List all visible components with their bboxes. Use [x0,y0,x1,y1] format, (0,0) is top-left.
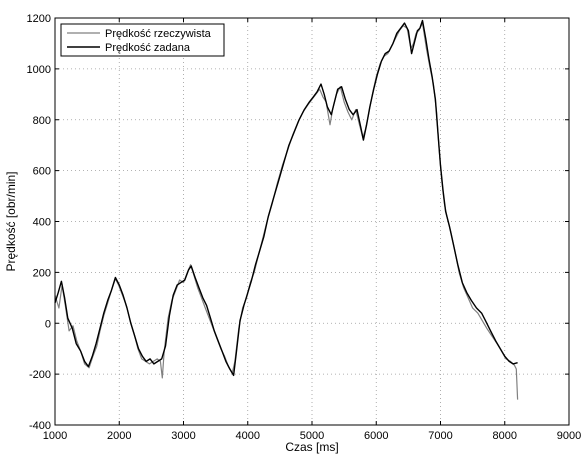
legend-label-series-1: Prędkość zadana [105,42,191,54]
series-line-1 [54,19,518,377]
x-tick-label: 2000 [107,430,131,442]
legend: Prędkość rzeczywista Prędkość zadana [60,23,225,57]
y-tick-label: 0 [45,318,51,330]
grid-lines [55,18,569,425]
y-tick-label: 400 [33,217,51,229]
y-axis-label: Prędkość [obr/min] [4,171,18,271]
x-tick-label: 7000 [428,430,452,442]
x-tick-label: 3000 [171,430,195,442]
y-tick-label: 1000 [27,64,51,76]
y-tick-label: 200 [33,267,51,279]
x-tick-label: 6000 [364,430,388,442]
x-tick-label: 4000 [236,430,260,442]
x-tick-label: 5000 [300,430,324,442]
y-tick-label: 1200 [27,13,51,25]
series-lines [54,19,519,400]
x-axis-label: Czas [ms] [285,440,338,454]
y-tick-label: 600 [33,166,51,178]
axis-ticks: 1000 2000 3000 4000 5000 6000 7000 8000 9000-400… [27,13,582,442]
y-tick-label: 800 [33,115,51,127]
x-tick-label: 1000 [43,430,67,442]
legend-label-series-0: Prędkość rzeczywista [105,28,212,40]
x-tick-label: 8000 [493,430,517,442]
x-tick-label: 9000 [557,430,581,442]
legend-box [60,23,225,57]
y-tick-label: -200 [29,369,51,381]
y-tick-label: -400 [29,420,51,432]
